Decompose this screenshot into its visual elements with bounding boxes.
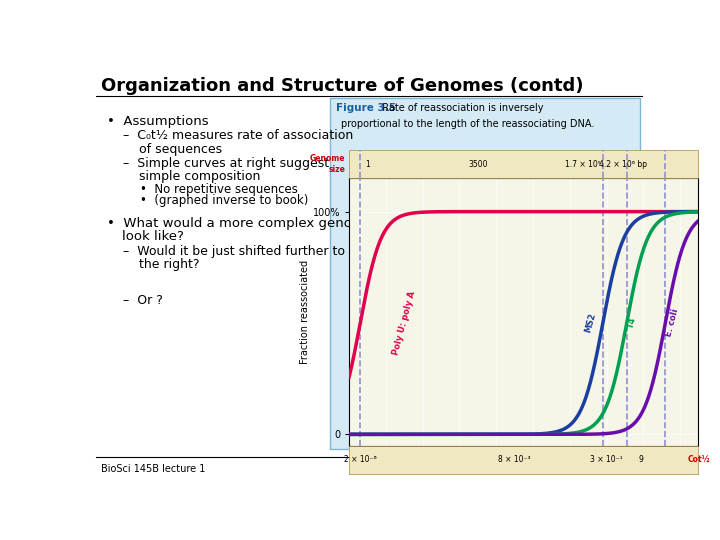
Text: 4.2 × 10⁶ bp: 4.2 × 10⁶ bp [599, 160, 647, 168]
Text: 8 × 10⁻³: 8 × 10⁻³ [498, 455, 531, 464]
Text: T4: T4 [626, 316, 638, 330]
Text: –  Or ?: – Or ? [124, 294, 163, 307]
Text: –  Would it be just shifted further to: – Would it be just shifted further to [124, 245, 346, 258]
Text: •  No repetitive sequences: • No repetitive sequences [140, 183, 298, 196]
Text: Genome
size: Genome size [310, 154, 346, 174]
Text: 1: 1 [365, 160, 370, 168]
Text: Figure 3.5: Figure 3.5 [336, 103, 395, 113]
Text: BioSci 145B lecture 1: BioSci 145B lecture 1 [101, 464, 205, 474]
Text: •  What would a more complex genome: • What would a more complex genome [107, 217, 373, 230]
Text: 3 × 10⁻¹: 3 × 10⁻¹ [590, 455, 623, 464]
Text: –  Simple curves at right suggest: – Simple curves at right suggest [124, 157, 330, 170]
Text: simple composition: simple composition [139, 170, 261, 183]
Text: •  Assumptions: • Assumptions [107, 114, 208, 127]
Text: 3500: 3500 [468, 160, 487, 168]
Text: 9: 9 [639, 455, 644, 464]
Text: the right?: the right? [139, 258, 199, 271]
Text: –  C₀t½ measures rate of association: – C₀t½ measures rate of association [124, 129, 354, 142]
Text: Cot½: Cot½ [688, 455, 710, 464]
Text: •  (graphed inverse to book): • (graphed inverse to book) [140, 194, 309, 207]
Text: 2 × 10⁻⁶: 2 × 10⁻⁶ [344, 455, 377, 464]
Text: 1.7 × 10⁵: 1.7 × 10⁵ [564, 160, 600, 168]
Text: proportional to the length of the reassociating DNA.: proportional to the length of the reasso… [341, 119, 595, 129]
Text: ©copyright Bruce Blumberg 2004.  All rights reserved: ©copyright Bruce Blumberg 2004. All righ… [372, 464, 637, 474]
Y-axis label: Fraction reassociated: Fraction reassociated [300, 260, 310, 364]
Text: Organization and Structure of Genomes (contd): Organization and Structure of Genomes (c… [101, 77, 584, 95]
Text: look like?: look like? [122, 230, 184, 243]
FancyBboxPatch shape [330, 98, 639, 449]
Text: E. coli: E. coli [664, 308, 680, 338]
Text: Rate of reassociation is inversely: Rate of reassociation is inversely [377, 103, 544, 113]
Text: Poly U: poly A: Poly U: poly A [392, 290, 417, 356]
Text: page 12: page 12 [349, 464, 389, 474]
Text: MS2: MS2 [583, 312, 597, 334]
Text: of sequences: of sequences [139, 143, 222, 156]
